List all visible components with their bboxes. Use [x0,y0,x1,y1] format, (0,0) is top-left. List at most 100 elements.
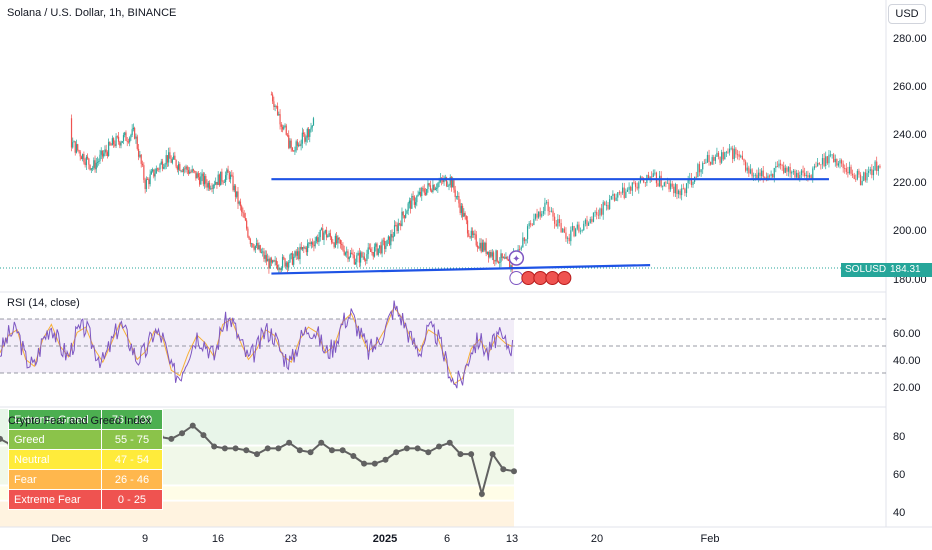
price-candle [554,212,556,229]
price-candle [400,220,402,231]
candle-body [73,141,75,143]
candle-body [634,182,637,187]
price-candle [844,164,846,174]
candle-body [120,142,122,146]
candle-body [633,182,635,184]
candle-body [474,233,476,235]
candle-body [108,142,110,156]
price-candle [496,250,498,263]
candle-body [372,252,374,257]
candle-body [713,157,715,161]
price-candle [74,141,76,156]
price-candle [88,158,90,170]
candle-body [117,136,120,142]
trend-line-layer[interactable] [271,178,829,275]
currency-button[interactable]: USD [888,4,926,24]
candle-body [255,242,258,246]
price-candle [160,158,162,165]
price-candle [363,252,365,262]
symbol-title[interactable]: Solana / U.S. Dollar, 1h, BINANCE [7,7,177,19]
candle-body [161,161,164,169]
price-candle [229,171,232,184]
fear-greed-point [361,460,368,467]
price-candle [547,199,549,216]
price-candle [728,143,731,156]
price-candle [565,227,567,242]
candle-body [295,141,297,151]
candle-body [463,213,465,217]
fear-greed-legend-range: 76 - 100 [101,409,163,430]
candle-body [617,192,619,198]
candle-body [797,172,799,179]
candle-body [243,213,245,218]
candle-body [433,184,435,190]
candle-body [789,167,791,174]
fear-greed-legend-label: Fear [8,469,102,490]
candle-body [666,182,669,184]
price-candle [705,158,707,164]
candle-body [125,132,127,141]
candle-body [166,155,169,163]
time-tick-label: 16 [212,533,224,545]
price-candle [202,171,204,187]
price-candle [504,253,506,260]
price-candle [594,210,596,217]
candle-body [804,172,806,177]
candle-body [181,170,183,172]
candle-body [101,150,104,157]
candle-body [717,152,720,157]
price-candle [113,137,115,148]
price-candle [233,183,235,193]
price-candle [177,161,180,175]
event-marker-layer[interactable]: ✦ [508,250,572,285]
price-candle [286,132,289,138]
candle-body [312,118,315,126]
price-candle [592,212,595,223]
candle-body [344,252,347,255]
candle-body [294,150,296,152]
candle-body [215,181,217,185]
price-candle [385,241,387,253]
candle-body [779,163,782,166]
price-candle [610,195,612,201]
candle-body [541,213,543,217]
candle-body [869,169,871,172]
candle-body [649,176,651,180]
price-candle [182,166,185,177]
time-tick-label: 6 [444,533,450,545]
price-candle [406,209,408,214]
candle-body [94,160,96,170]
price-candle [702,161,704,174]
price-candle [786,166,788,176]
candle-body [211,188,213,190]
price-candle [623,182,625,200]
candle-body [338,237,340,240]
candle-body [403,215,406,218]
candle-body [460,205,462,213]
price-candle [203,172,206,189]
candle-body [290,140,292,148]
candle-body [90,168,92,170]
price-candle [716,147,718,158]
candle-body [530,223,532,225]
price-candle [339,239,342,249]
rsi-title[interactable]: RSI (14, close) [7,297,80,309]
price-candle [795,169,798,180]
price-candle [306,239,309,257]
candle-body [323,232,325,240]
candle-body [876,161,878,171]
candle-body [437,183,439,189]
candle-body [390,234,392,246]
price-candle [395,221,397,227]
price-candle [279,109,281,130]
price-candle [186,165,188,175]
fear-greed-title[interactable]: Crypto Fear and Greed Index [8,415,152,427]
price-candle [604,200,606,206]
fear-greed-point [478,491,485,497]
candle-body [681,188,683,196]
price-candle [215,177,217,186]
price-candle [139,150,141,159]
price-candle [448,183,450,191]
price-candle [738,150,740,161]
candle-body [324,230,326,233]
